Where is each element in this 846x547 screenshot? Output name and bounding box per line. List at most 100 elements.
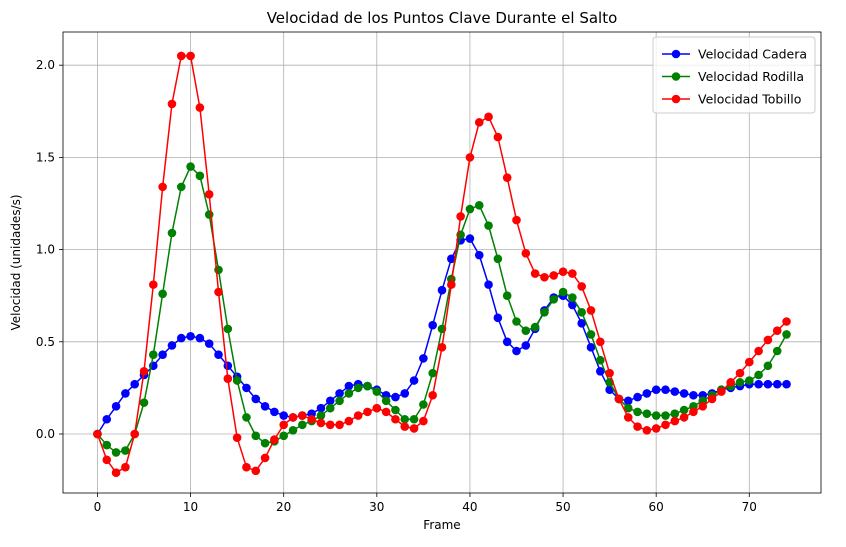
y-tick-label: 1.0 — [36, 243, 55, 257]
data-point — [661, 420, 670, 430]
series-3 — [93, 51, 791, 478]
data-point — [307, 414, 316, 424]
data-point — [437, 285, 447, 295]
data-point — [437, 343, 447, 352]
data-point — [772, 346, 782, 356]
data-point — [512, 215, 521, 225]
data-point — [363, 381, 372, 391]
data-point — [586, 330, 596, 339]
data-point — [298, 420, 307, 430]
data-point — [633, 392, 642, 402]
data-point — [474, 250, 484, 260]
data-point — [586, 343, 596, 352]
y-tick-label: 0.5 — [36, 335, 55, 349]
data-point — [726, 378, 735, 387]
x-tick-label: 20 — [276, 500, 291, 514]
data-point — [260, 453, 270, 463]
data-point — [782, 379, 791, 389]
data-point — [744, 376, 754, 385]
data-point — [707, 394, 717, 404]
data-point — [121, 446, 130, 455]
data-point — [530, 269, 540, 278]
data-point — [596, 337, 605, 347]
data-point — [186, 331, 195, 341]
data-point — [270, 435, 279, 444]
y-tick-label: 0.0 — [36, 427, 55, 441]
data-point — [428, 320, 437, 330]
legend-item: Velocidad Rodilla — [662, 69, 804, 84]
data-point — [102, 440, 112, 450]
data-point — [223, 361, 233, 371]
data-point — [335, 396, 344, 406]
data-point — [372, 387, 382, 396]
data-point — [689, 407, 698, 417]
data-point — [419, 354, 428, 363]
data-point — [558, 287, 568, 297]
data-point — [651, 424, 661, 433]
data-point — [782, 330, 791, 339]
plot-frame — [62, 31, 822, 494]
data-point — [744, 357, 754, 367]
data-point — [409, 414, 419, 424]
data-point — [540, 307, 549, 317]
data-point — [493, 313, 503, 323]
data-point — [484, 112, 493, 122]
data-point — [242, 462, 251, 472]
data-point — [428, 368, 437, 378]
data-point — [121, 462, 130, 472]
data-point — [316, 411, 326, 420]
data-point — [698, 402, 708, 411]
data-point — [763, 361, 773, 371]
data-point — [149, 350, 158, 360]
data-point — [195, 103, 205, 112]
data-point — [409, 376, 419, 385]
data-point — [251, 394, 261, 404]
data-point — [642, 389, 652, 398]
data-point — [661, 385, 670, 395]
data-point — [512, 346, 521, 356]
ticks: 0 10 20 30 40 50 60 70 0.0 0.5 1.0 1.5 2.0 — [36, 58, 757, 514]
x-tick-label: 40 — [462, 500, 477, 514]
data-point — [651, 411, 661, 420]
data-point — [568, 269, 577, 278]
data-point — [344, 381, 354, 391]
data-point — [176, 333, 186, 343]
data-point — [400, 422, 410, 431]
y-tick-label: 1.5 — [36, 150, 55, 164]
data-point — [679, 413, 689, 422]
x-tick-label: 30 — [369, 500, 384, 514]
data-point — [763, 335, 773, 345]
data-point — [111, 468, 121, 478]
data-point — [298, 411, 307, 420]
data-point — [623, 413, 633, 422]
data-point — [130, 429, 140, 439]
data-point — [642, 426, 652, 435]
data-point — [344, 389, 354, 398]
series-1 — [93, 234, 791, 439]
data-point — [409, 424, 419, 433]
data-point — [568, 293, 577, 302]
data-point — [176, 51, 186, 61]
legend-marker — [671, 72, 681, 81]
data-point — [102, 414, 112, 424]
data-point — [642, 409, 652, 419]
y-axis-label: Velocidad (unidades/s) — [9, 194, 23, 330]
legend-marker — [671, 49, 681, 59]
data-point — [521, 248, 531, 258]
data-point — [633, 422, 642, 431]
data-point — [465, 153, 475, 162]
data-point — [456, 212, 465, 221]
data-point — [623, 396, 633, 406]
data-point — [167, 228, 177, 238]
legend-label: Velocidad Cadera — [698, 47, 807, 62]
data-point — [577, 319, 586, 328]
data-point — [428, 390, 437, 400]
data-point — [670, 409, 680, 419]
data-point — [474, 118, 484, 127]
data-point — [400, 389, 410, 398]
data-point — [614, 394, 624, 404]
data-point — [502, 291, 512, 300]
data-point — [223, 324, 233, 334]
data-point — [596, 355, 605, 365]
